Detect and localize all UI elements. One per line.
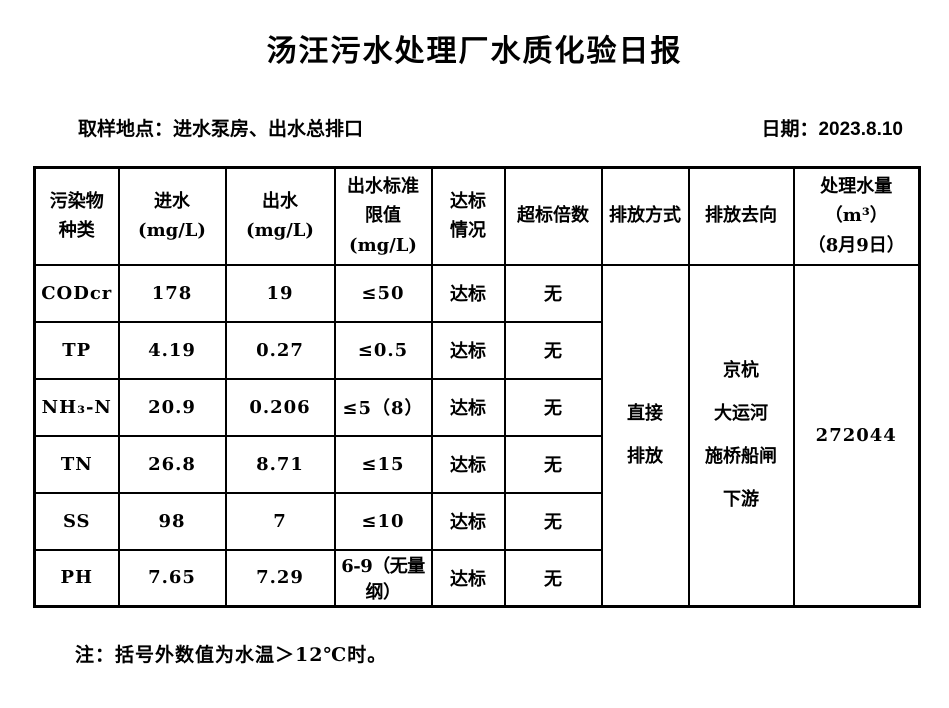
sampling-point-label: 取样地点：进水泵房、出水总排口 — [78, 119, 364, 140]
cell-treated-volume: 272044 — [792, 263, 921, 608]
cell-compliance: 达标 — [430, 377, 506, 437]
cell-compliance: 达标 — [430, 320, 506, 380]
cell-pollutant: TN — [33, 434, 120, 494]
table-row-ss: SS 98 7 ≤10 达标 无 — [33, 491, 920, 551]
header-outflow: 出水 (mg/L) — [224, 166, 336, 266]
header-inflow: 进水 (mg/L) — [117, 166, 227, 266]
cell-limit: ≤5（8） — [333, 377, 433, 437]
cell-compliance: 达标 — [430, 263, 506, 323]
cell-discharge-mode: 直接 排放 — [600, 263, 690, 608]
cell-exceed: 无 — [503, 377, 603, 437]
cell-pollutant: SS — [33, 491, 120, 551]
table-row-tp: TP 4.19 0.27 ≤0.5 达标 无 — [33, 320, 920, 380]
cell-exceed: 无 — [503, 263, 603, 323]
cell-discharge-destination: 京杭 大运河 施桥船闸 下游 — [687, 263, 795, 608]
cell-limit: ≤50 — [333, 263, 433, 323]
header-discharge-destination: 排放去向 — [687, 166, 795, 266]
table-row-tn: TN 26.8 8.71 ≤15 达标 无 — [33, 434, 920, 494]
cell-inflow: 98 — [117, 491, 227, 551]
cell-outflow: 7.29 — [224, 548, 336, 608]
cell-outflow: 19 — [224, 263, 336, 323]
header-discharge-mode: 排放方式 — [600, 166, 690, 266]
cell-inflow: 26.8 — [117, 434, 227, 494]
header-pollutant-type: 污染物 种类 — [33, 166, 120, 266]
cell-pollutant: TP — [33, 320, 120, 380]
cell-exceed: 无 — [503, 548, 603, 608]
header-row: 污染物 种类 进水 (mg/L) 出水 (mg/L) 出水标准 限值 (mg/L… — [33, 166, 921, 266]
cell-outflow: 7 — [224, 491, 336, 551]
cell-inflow: 20.9 — [117, 377, 227, 437]
cell-outflow: 0.27 — [224, 320, 336, 380]
header-exceed-multiple: 超标倍数 — [503, 166, 603, 266]
cell-exceed: 无 — [503, 491, 603, 551]
cell-limit: ≤15 — [333, 434, 433, 494]
cell-limit: 6-9（无量纲） — [333, 548, 433, 608]
cell-compliance: 达标 — [430, 434, 506, 494]
cell-compliance: 达标 — [430, 548, 506, 608]
cell-exceed: 无 — [503, 320, 603, 380]
cell-pollutant: CODcr — [33, 263, 120, 323]
table-row-nh3n: NH₃-N 20.9 0.206 ≤5（8） 达标 无 — [33, 377, 920, 437]
water-quality-table: 污染物 种类 进水 (mg/L) 出水 (mg/L) 出水标准 限值 (mg/L… — [33, 166, 921, 608]
date-label: 日期：2023.8.10 — [761, 119, 903, 140]
cell-compliance: 达标 — [430, 491, 506, 551]
cell-inflow: 7.65 — [117, 548, 227, 608]
cell-inflow: 178 — [117, 263, 227, 323]
cell-pollutant: PH — [33, 548, 120, 608]
header-outflow-limit: 出水标准 限值 (mg/L) — [333, 166, 433, 266]
table-row-codcr: CODcr 178 19 ≤50 达标 无 直接 排放 京杭 大运河 施桥船闸 … — [33, 263, 921, 608]
header-compliance: 达标 情况 — [430, 166, 506, 266]
cell-pollutant: NH₃-N — [33, 377, 120, 437]
cell-limit: ≤10 — [333, 491, 433, 551]
meta-row: 取样地点：进水泵房、出水总排口 日期：2023.8.10 — [44, 114, 905, 141]
footnote: 注：括号外数值为水温＞12℃时。 — [75, 644, 388, 666]
table-row-ph: PH 7.65 7.29 6-9（无量纲） 达标 无 — [33, 548, 920, 608]
cell-exceed: 无 — [503, 434, 603, 494]
cell-limit: ≤0.5 — [333, 320, 433, 380]
cell-inflow: 4.19 — [117, 320, 227, 380]
cell-outflow: 8.71 — [224, 434, 336, 494]
report-page: 汤汪污水处理厂水质化验日报 取样地点：进水泵房、出水总排口 日期：2023.8.… — [0, 26, 949, 708]
cell-outflow: 0.206 — [224, 377, 336, 437]
header-treated-volume: 处理水量 （m³） （8月9日） — [792, 166, 921, 266]
report-title: 汤汪污水处理厂水质化验日报 — [266, 35, 683, 68]
